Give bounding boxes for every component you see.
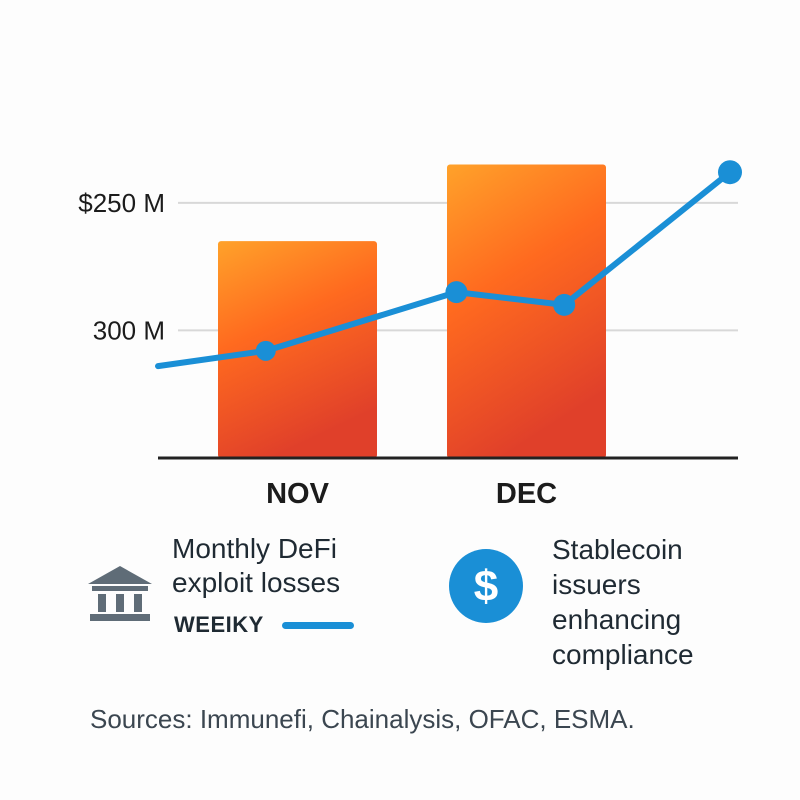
- callout-stablecoin: $ Stablecoin issuers enhancing complianc…: [448, 532, 778, 672]
- y-tick-label: 300 M: [93, 315, 165, 345]
- legend-bars: Monthly DeFi exploit losses WEEIKY: [86, 532, 406, 652]
- line-point: [718, 160, 742, 185]
- dollar-icon: $: [449, 549, 523, 623]
- legend-line-sample: [282, 622, 354, 629]
- y-tick-label: $250 M: [78, 188, 165, 218]
- bar-nov: [218, 241, 377, 458]
- bank-icon: [88, 566, 152, 621]
- legend-line-label: WEEIKY: [174, 612, 264, 637]
- line-point: [445, 281, 468, 304]
- line-point: [255, 340, 276, 361]
- line-point: [553, 293, 576, 316]
- legend-bar-label: Monthly DeFi exploit losses: [172, 533, 341, 598]
- chart: $250 M 300 M NOV DEC: [78, 160, 742, 510]
- sources-note: Sources: Immunefi, Chainalysis, OFAC, ES…: [90, 704, 635, 734]
- x-tick-label: NOV: [266, 478, 330, 510]
- bar-dec: [447, 164, 606, 458]
- dollar-glyph: $: [474, 562, 498, 611]
- callout-label: Stablecoin issuers enhancing compliance: [552, 534, 694, 670]
- x-tick-label: DEC: [496, 478, 557, 510]
